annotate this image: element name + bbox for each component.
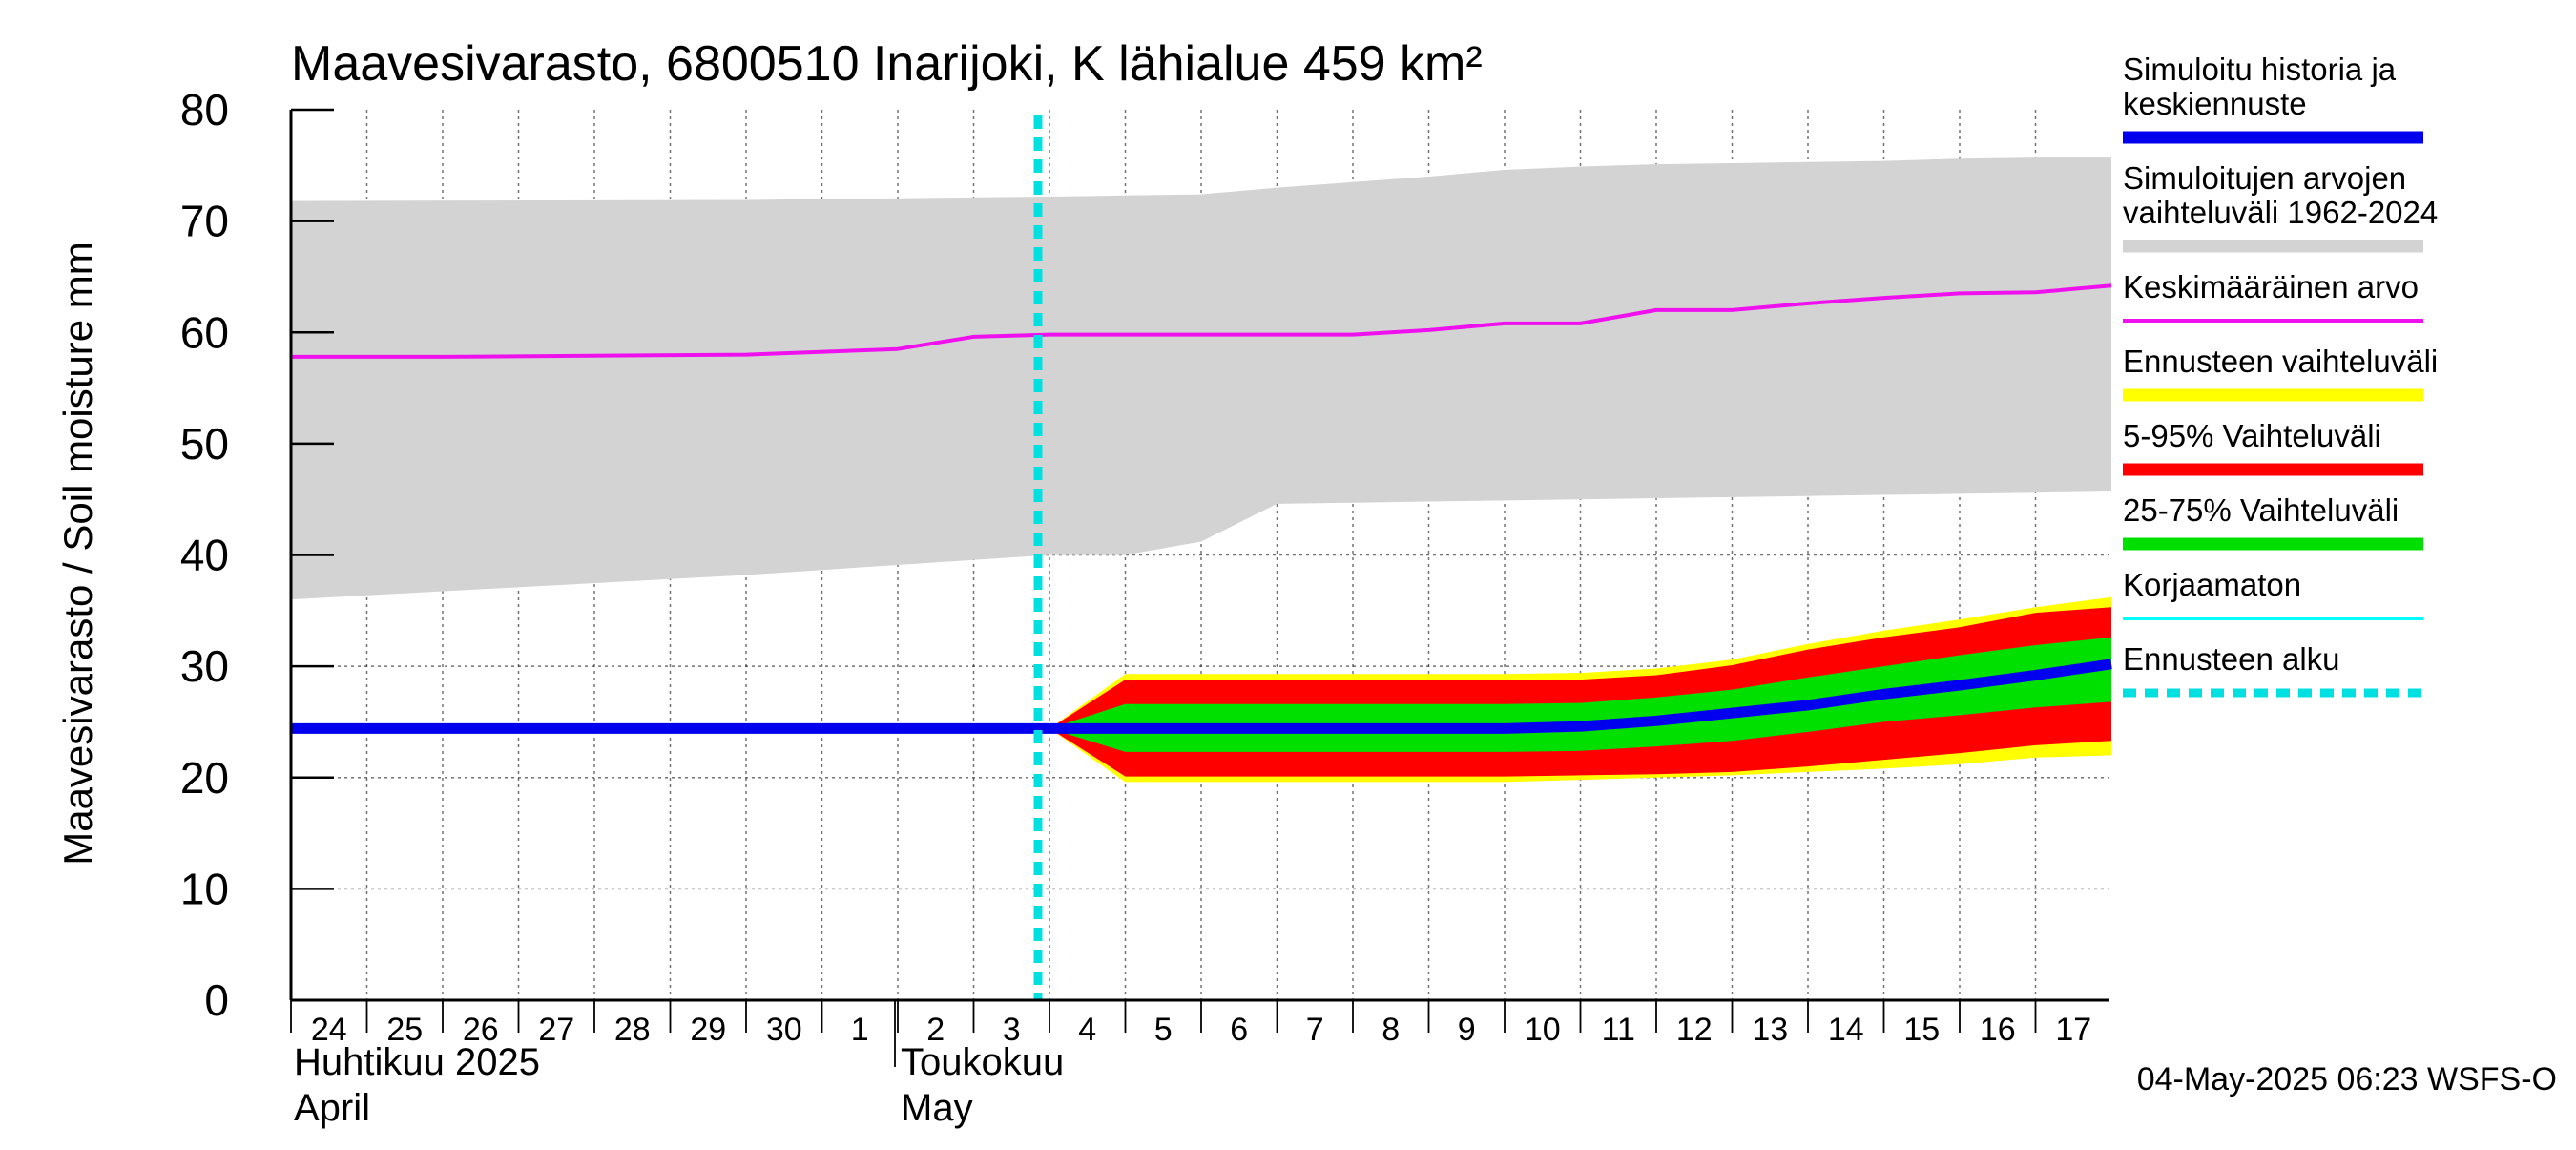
x-day-label: 26 <box>463 1012 499 1048</box>
timestamp-footer: 04-May-2025 06:23 WSFS-O <box>2137 1061 2557 1098</box>
y-tick-label: 60 <box>180 307 229 357</box>
legend-label: Keskimääräinen arvo <box>2123 269 2419 304</box>
y-tick-label: 70 <box>180 197 229 246</box>
legend-label: 25-75% Vaihteluväli <box>2123 492 2399 528</box>
legend-label: Korjaamaton <box>2123 567 2301 602</box>
line-simuloitu-historia-ja-keskiennuste <box>291 659 2112 734</box>
x-day-label: 3 <box>1003 1012 1021 1048</box>
x-day-label: 13 <box>1752 1012 1788 1048</box>
legend-label: vaihteluväli 1962-2024 <box>2123 195 2438 230</box>
x-day-label: 16 <box>1980 1012 2016 1048</box>
x-day-label: 1 <box>851 1012 869 1048</box>
x-day-label: 6 <box>1230 1012 1248 1048</box>
x-day-label: 10 <box>1525 1012 1561 1048</box>
legend-label: keskiennuste <box>2123 86 2307 121</box>
legend-label: 5-95% Vaihteluväli <box>2123 418 2381 453</box>
y-tick-label: 0 <box>204 975 229 1025</box>
y-tick-label: 80 <box>180 85 229 135</box>
legend-label: Ennusteen alku <box>2123 641 2340 677</box>
chart-title: Maavesivarasto, 6800510 Inarijoki, K läh… <box>291 36 1483 92</box>
x-day-label: 15 <box>1903 1012 1940 1048</box>
legend-label: Ennusteen vaihteluväli <box>2123 344 2438 379</box>
y-tick-label: 20 <box>180 753 229 803</box>
x-day-label: 4 <box>1078 1012 1096 1048</box>
x-day-label: 28 <box>614 1012 651 1048</box>
x-day-label: 30 <box>766 1012 802 1048</box>
y-tick-label: 50 <box>180 419 229 469</box>
month-label-en: May <box>901 1087 973 1129</box>
x-day-label: 29 <box>690 1012 726 1048</box>
y-tick-label: 40 <box>180 531 229 580</box>
x-day-label: 2 <box>926 1012 945 1048</box>
x-day-label: 11 <box>1602 1012 1635 1048</box>
x-day-label: 24 <box>311 1012 347 1048</box>
x-day-label: 17 <box>2055 1012 2091 1048</box>
x-day-label: 12 <box>1676 1012 1713 1048</box>
legend-label: Simuloitujen arvojen <box>2123 160 2406 196</box>
month-label-fi: Toukokuu <box>901 1041 1064 1083</box>
y-tick-label: 30 <box>180 641 229 691</box>
x-day-label: 7 <box>1306 1012 1324 1048</box>
band-25-75-vaihteluv-li <box>1049 637 2111 752</box>
x-day-label: 8 <box>1381 1012 1400 1048</box>
x-day-label: 27 <box>538 1012 574 1048</box>
band-simuloitujen-arvojen-vaihteluv-li-1962-2024 <box>291 157 2111 600</box>
month-label-en: April <box>294 1087 370 1129</box>
y-tick-label: 10 <box>180 864 229 913</box>
line-keskim-r-inen-arvo <box>291 283 2112 359</box>
legend-label: Simuloitu historia ja <box>2123 52 2397 87</box>
x-day-label: 14 <box>1828 1012 1864 1048</box>
x-day-label: 9 <box>1458 1012 1476 1048</box>
y-axis-label: Maavesivarasto / Soil moisture mm <box>55 241 100 866</box>
month-label-fi: Huhtikuu 2025 <box>294 1041 540 1083</box>
x-day-label: 25 <box>386 1012 423 1048</box>
series-layer <box>291 115 2112 1000</box>
x-day-label: 5 <box>1154 1012 1173 1048</box>
